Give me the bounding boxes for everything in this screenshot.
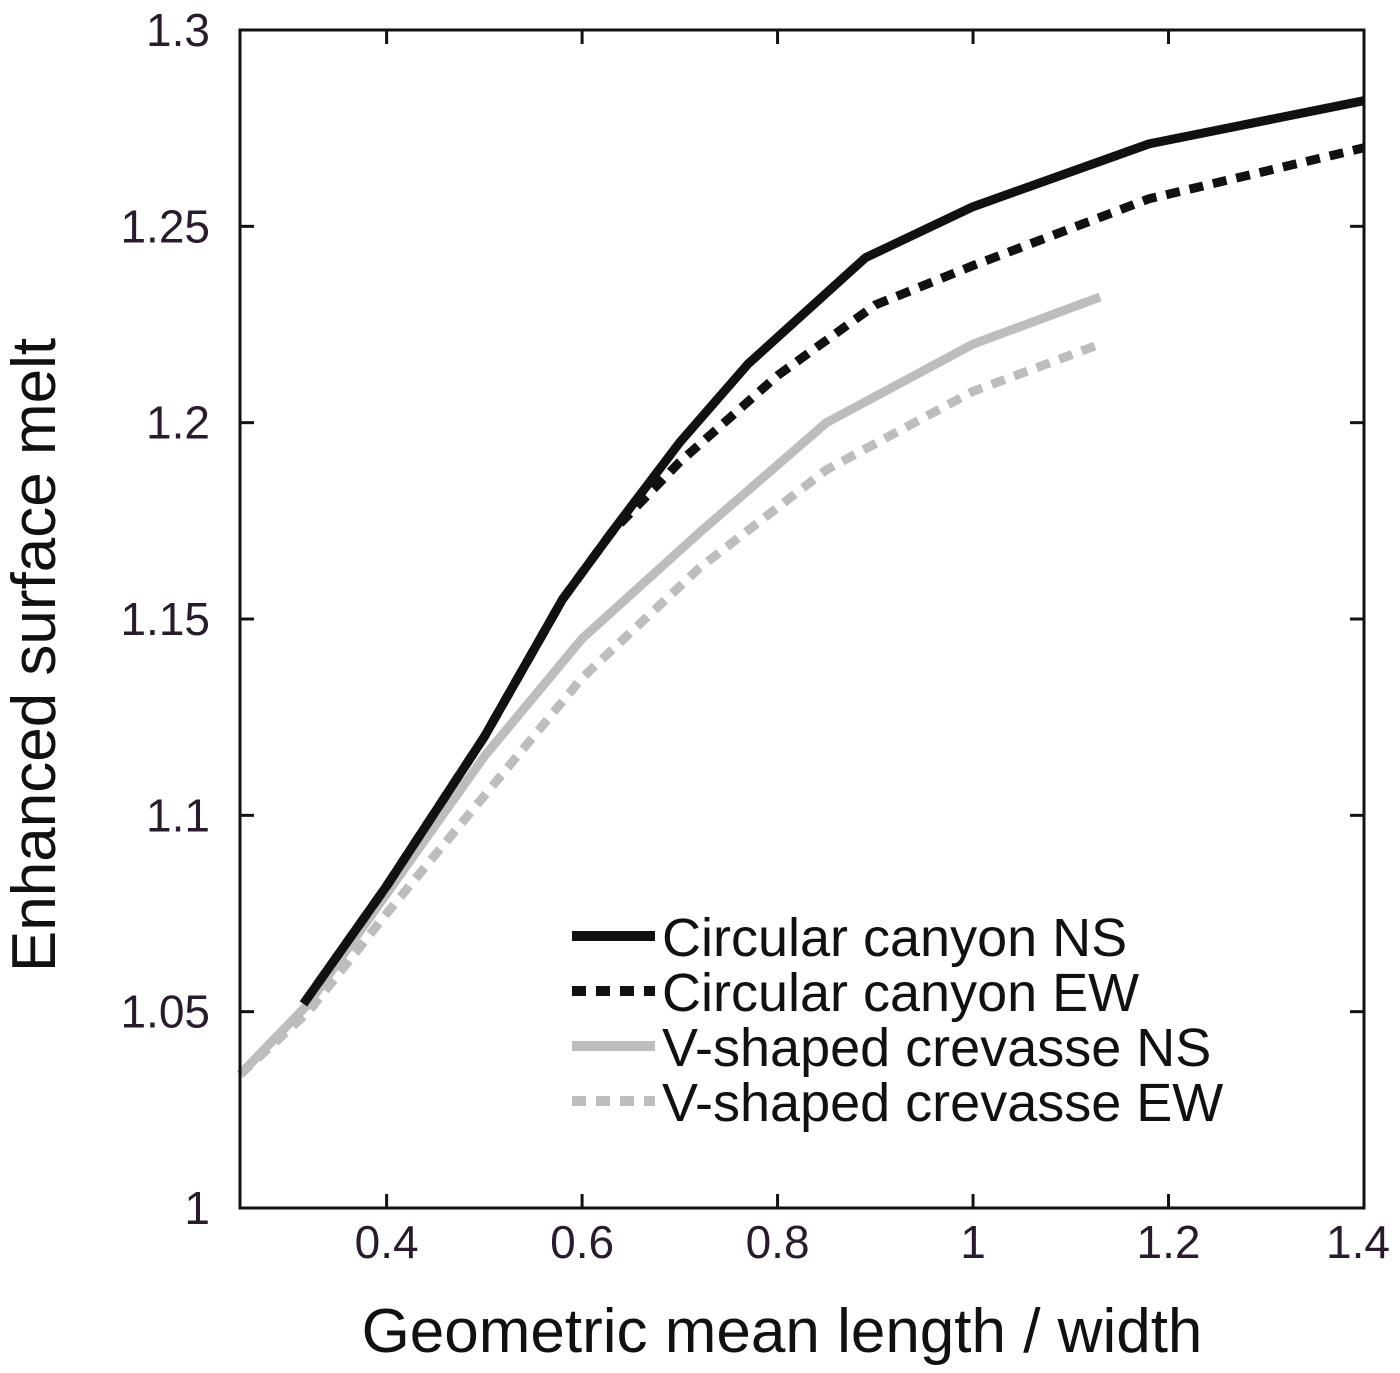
legend-label: Circular canyon NS — [662, 908, 1127, 968]
legend-label: Circular canyon EW — [662, 963, 1139, 1023]
y-tick-label: 1.15 — [120, 593, 210, 645]
x-tick-label: 1.2 — [1137, 1216, 1201, 1268]
y-tick-label: 1.2 — [146, 397, 210, 449]
plot-lines — [236, 96, 1366, 1078]
x-tick-label: 1 — [960, 1216, 986, 1268]
x-tick-label: 0.4 — [355, 1216, 419, 1268]
y-tick-label: 1.25 — [120, 200, 210, 252]
x-tick-label: 0.8 — [746, 1216, 810, 1268]
series-line — [299, 143, 1366, 1007]
axis-tick-labels: 1 1.05 1.1 1.15 1.2 1.25 1.3 0.4 0.6 0.8 1 1.2 1.4 — [120, 4, 1390, 1268]
axis-ticks — [240, 28, 1366, 1210]
legend-label: V-shaped crevasse NS — [662, 1018, 1211, 1078]
y-tick-label: 1.1 — [146, 789, 210, 841]
y-tick-label: 1.05 — [120, 986, 210, 1038]
x-axis-title: Geometric mean length / width — [362, 1297, 1203, 1366]
legend-label: V-shaped crevasse EW — [662, 1073, 1223, 1133]
series-line — [299, 96, 1365, 1007]
y-tick-label: 1.3 — [146, 4, 210, 56]
y-tick-label: 1 — [184, 1182, 210, 1234]
x-tick-label: 1.4 — [1326, 1216, 1390, 1268]
y-axis-title: Enhanced surface melt — [0, 338, 69, 972]
x-tick-label: 0.6 — [550, 1216, 614, 1268]
